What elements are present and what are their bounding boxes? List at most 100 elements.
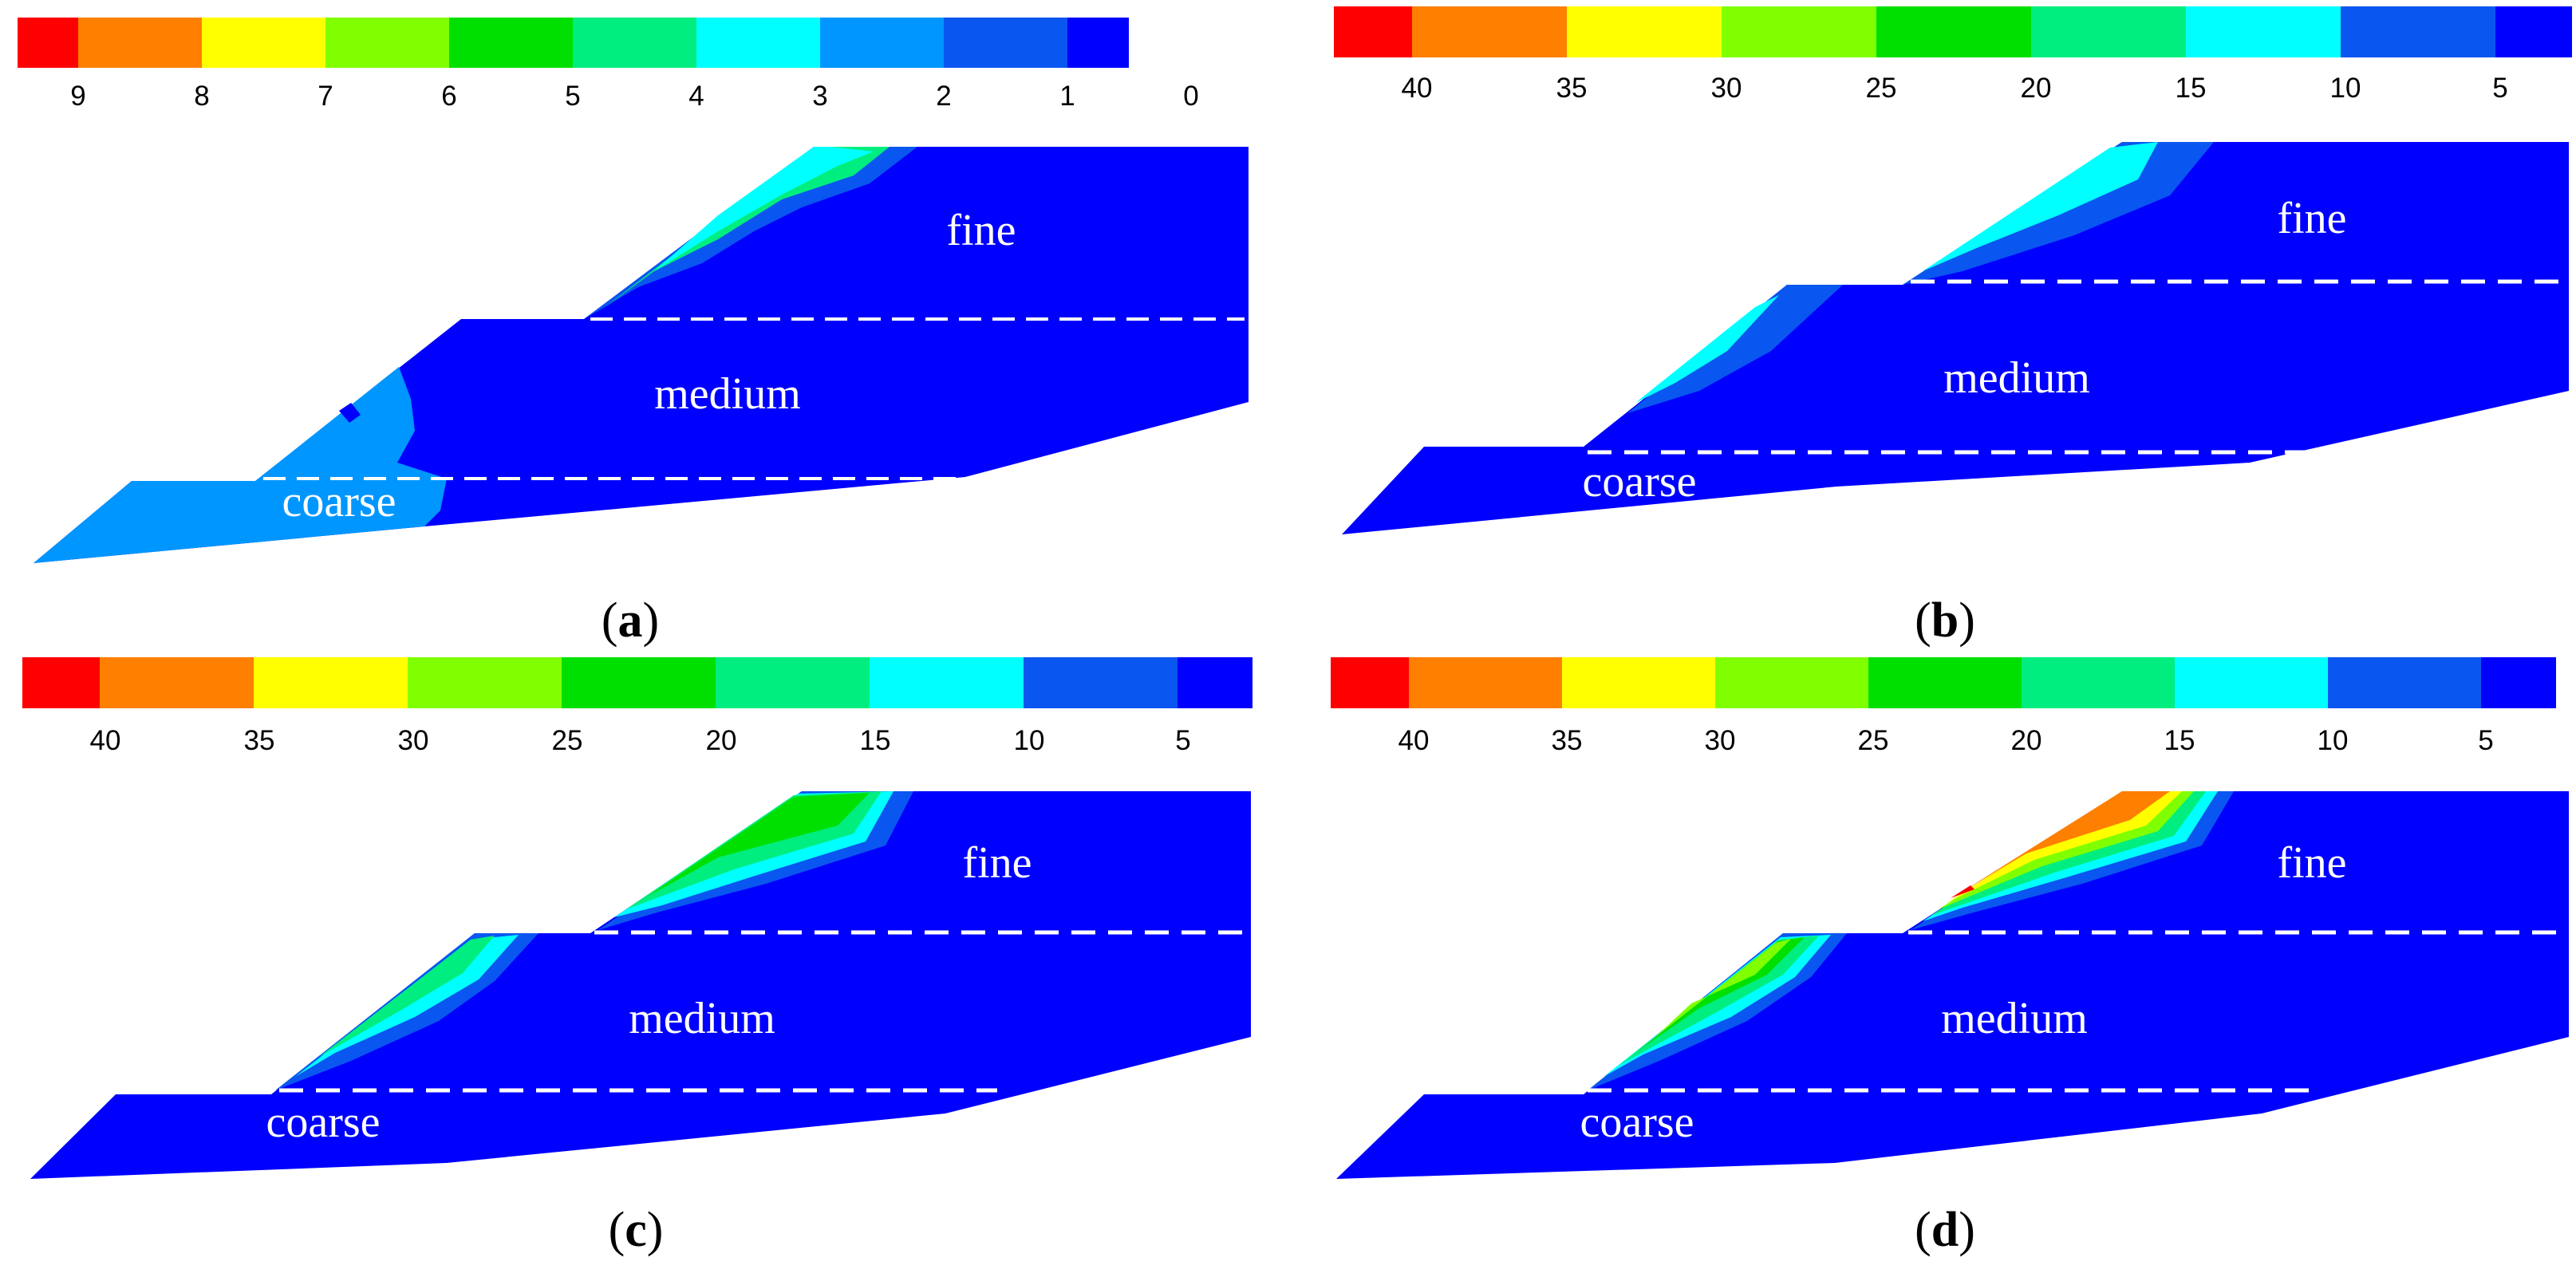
scale-swatch-blue: [2328, 657, 2481, 708]
scale-swatch-cyan: [696, 18, 820, 68]
scale-tick: 7: [318, 81, 333, 112]
zone-label-fine: fine: [946, 206, 1016, 255]
scale-swatch-blue: [2341, 6, 2495, 57]
scale-tick: 30: [1705, 725, 1736, 756]
scale-swatch-yellow-green: [325, 18, 449, 68]
scale-swatch-blue: [1024, 657, 1178, 708]
scale-swatch-spring-green: [2031, 6, 2186, 57]
zone-label-medium: medium: [1943, 353, 2090, 403]
color-scale-c: 40 35 30 25 20 15 10 5: [22, 657, 1252, 756]
scale-swatch-spring-green: [2022, 657, 2175, 708]
scale-swatch-light-blue: [820, 18, 944, 68]
scale-tick: 1: [1059, 81, 1075, 112]
scale-swatch-spring-green: [573, 18, 696, 68]
contour-band-spring-green: [600, 147, 890, 311]
panel-letter: b: [1931, 593, 1959, 648]
contour-band-green: [646, 793, 870, 897]
slope-model-b: fine medium coarse: [1342, 142, 2569, 534]
contour-band-cyan: [1923, 142, 2158, 271]
zone-label-coarse: coarse: [266, 1098, 380, 1147]
scale-tick: 2: [936, 81, 951, 112]
contour-band-cyan: [1635, 295, 1779, 403]
scale-tick: 30: [398, 725, 429, 756]
contour-band-deep-blue: [339, 403, 361, 423]
zone-label-fine: fine: [2277, 838, 2346, 888]
scale-tick: 5: [2492, 73, 2507, 104]
contour-band-blue: [1627, 285, 1843, 413]
scale-swatch-deep-blue: [2495, 6, 2572, 57]
contour-band-cyan: [654, 147, 874, 271]
scale-tick: 35: [244, 725, 275, 756]
svg-text:(c): (c): [609, 1203, 664, 1257]
scale-tick: 10: [2330, 73, 2361, 104]
contour-band-red: [1951, 885, 1974, 898]
scale-tick: 15: [2176, 73, 2207, 104]
scale-tick: 40: [1402, 73, 1433, 104]
scale-tick: 30: [1711, 73, 1742, 104]
scale-tick: 15: [2164, 725, 2195, 756]
panel-letter: c: [625, 1203, 647, 1257]
scale-swatch-orange: [1409, 657, 1562, 708]
scale-swatch-green: [1876, 6, 2031, 57]
slope-body: [1342, 142, 2569, 534]
zone-label-medium: medium: [629, 994, 775, 1043]
contour-band-blue: [584, 147, 917, 319]
scale-swatch-cyan: [870, 657, 1024, 708]
scale-swatch-cyan: [2175, 657, 2328, 708]
color-scale-a: 9 8 7 6 5 4 3 2 1 0: [18, 18, 1199, 112]
zone-label-medium: medium: [654, 369, 801, 419]
zone-label-fine: fine: [2277, 194, 2346, 243]
scale-swatch-green: [449, 18, 573, 68]
scale-tick: 20: [706, 725, 737, 756]
zone-label-coarse: coarse: [1582, 457, 1696, 506]
svg-text:(d): (d): [1915, 1203, 1975, 1257]
panel-c: 40 35 30 25 20 15 10 5 fine medium coars…: [22, 657, 1252, 1257]
scale-tick: 0: [1183, 81, 1198, 112]
scale-tick: 4: [688, 81, 704, 112]
scale-tick: 9: [70, 81, 85, 112]
zone-label-coarse: coarse: [1580, 1098, 1694, 1147]
scale-swatch-deep-blue: [1178, 657, 1252, 708]
scale-tick: 5: [2478, 725, 2493, 756]
scale-tick: 6: [441, 81, 456, 112]
slope-body: [1336, 791, 2569, 1179]
scale-swatch-cyan: [2186, 6, 2341, 57]
zone-label-coarse: coarse: [282, 477, 396, 526]
scale-tick: 40: [90, 725, 121, 756]
panel-label-a: (a): [602, 593, 659, 648]
scale-swatch-yellow-green: [1715, 657, 1868, 708]
scale-tick: 10: [2318, 725, 2349, 756]
color-scale-b: 40 35 30 25 20 15 10 5: [1334, 6, 2572, 104]
scale-swatch-red: [18, 18, 78, 68]
scale-swatch-yellow-green: [408, 657, 562, 708]
scale-swatch-spring-green: [716, 657, 870, 708]
scale-swatch-yellow-green: [1722, 6, 1876, 57]
panel-label-d: (d): [1915, 1203, 1975, 1257]
scale-tick: 10: [1014, 725, 1045, 756]
scale-swatch-red: [22, 657, 100, 708]
scale-tick: 35: [1552, 725, 1583, 756]
scale-tick: 20: [2011, 725, 2042, 756]
scale-swatch-yellow: [254, 657, 408, 708]
panel-b: 40 35 30 25 20 15 10 5 fine medium coars…: [1334, 6, 2572, 648]
scale-tick: 35: [1556, 73, 1588, 104]
panel-d: 40 35 30 25 20 15 10 5 fine med: [1331, 657, 2569, 1257]
panel-letter: d: [1931, 1203, 1959, 1257]
scale-tick: 20: [2021, 73, 2052, 104]
svg-text:(b): (b): [1915, 593, 1975, 648]
svg-text:(a): (a): [602, 593, 659, 648]
scale-tick: 5: [1175, 725, 1190, 756]
color-scale-d: 40 35 30 25 20 15 10 5: [1331, 657, 2556, 756]
scale-tick: 25: [1866, 73, 1897, 104]
contour-band-spring-green: [319, 936, 495, 1057]
panel-a: 9 8 7 6 5 4 3 2 1 0 fine medium coarse (…: [18, 18, 1249, 648]
scale-swatch-red: [1334, 6, 1412, 57]
scale-tick: 3: [812, 81, 827, 112]
scale-swatch-green: [562, 657, 716, 708]
zone-label-medium: medium: [1941, 994, 2088, 1043]
panel-label-b: (b): [1915, 593, 1975, 648]
scale-swatch-yellow: [1567, 6, 1722, 57]
scale-swatch-orange: [78, 18, 202, 68]
slope-model-c: fine medium coarse: [30, 791, 1251, 1179]
